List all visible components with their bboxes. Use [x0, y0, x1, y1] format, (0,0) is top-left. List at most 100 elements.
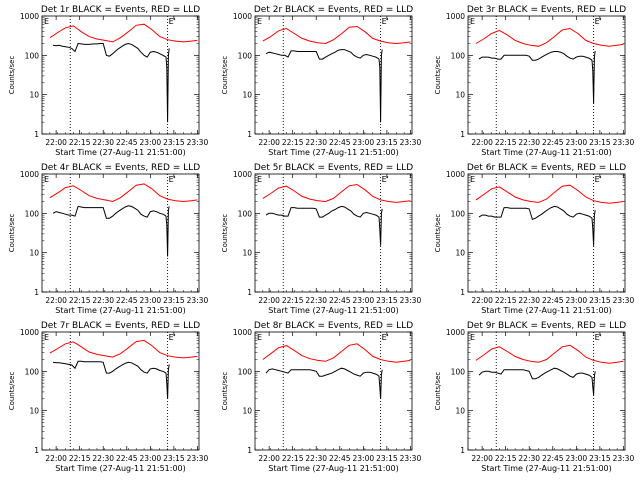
panel-title: Det 3r BLACK = Events, RED = LLD — [467, 5, 626, 15]
y-tick-label: 100 — [238, 209, 253, 218]
x-tick-label: 22:15 — [69, 296, 91, 305]
plot-frame — [41, 173, 200, 293]
y-tick-label: 1000 — [20, 170, 39, 179]
x-tick-label: 22:30 — [305, 454, 327, 463]
x-tick-label: 23:15 — [376, 454, 398, 463]
x-tick-label: 23:00 — [353, 138, 375, 147]
x-tick-label: 23:15 — [589, 454, 611, 463]
x-tick-label: 23:00 — [566, 454, 588, 463]
y-tick-label: 10 — [29, 407, 39, 416]
x-tick-label: 23:15 — [589, 296, 611, 305]
series-line-events — [265, 367, 383, 399]
y-tick-label: 100 — [25, 51, 40, 60]
plot-frame — [41, 15, 200, 135]
series-line-events — [265, 49, 383, 123]
series-line-events — [52, 205, 170, 257]
x-tick-label: 22:15 — [495, 138, 517, 147]
x-tick-label: 23:15 — [163, 296, 185, 305]
x-tick-label: 22:45 — [116, 454, 138, 463]
x-tick-label: 23:30 — [187, 138, 209, 147]
marker-label-e: E — [44, 175, 49, 184]
x-tick-label: 22:00 — [471, 454, 493, 463]
panel-title: Det 8r BLACK = Events, RED = LLD — [254, 321, 413, 331]
x-axis-label: Start Time (27-Aug-11 21:51:00) — [268, 306, 399, 315]
marker-label-e-prime: E' — [382, 175, 389, 184]
marker-label-e-prime: E' — [169, 175, 176, 184]
x-tick-label: 23:30 — [400, 138, 422, 147]
x-tick-label: 22:45 — [329, 454, 351, 463]
y-tick-label: 1 — [460, 446, 465, 455]
y-tick-label: 1 — [34, 446, 39, 455]
x-tick-label: 23:00 — [140, 454, 162, 463]
x-tick-label: 22:30 — [518, 454, 540, 463]
marker-label-e: E — [44, 333, 49, 342]
x-tick-label: 22:45 — [116, 138, 138, 147]
panel-title: Det 7r BLACK = Events, RED = LLD — [41, 321, 200, 331]
x-tick-label: 22:30 — [518, 138, 540, 147]
plot-frame — [254, 15, 413, 135]
y-tick-label: 1 — [34, 130, 39, 139]
y-axis-label: Counts/sec — [434, 214, 442, 253]
marker-label-e-prime: E' — [382, 333, 389, 342]
series-line-events — [478, 367, 596, 396]
x-tick-label: 23:30 — [613, 296, 635, 305]
x-axis-label: Start Time (27-Aug-11 21:51:00) — [55, 306, 186, 315]
y-axis-label: Counts/sec — [221, 56, 229, 95]
y-tick-label: 10 — [455, 407, 465, 416]
x-tick-label: 22:00 — [45, 454, 67, 463]
panel-title: Det 4r BLACK = Events, RED = LLD — [41, 163, 200, 173]
detector-panel-9: Det 9r BLACK = Events, RED = LLD E E' 22:00… — [434, 321, 634, 473]
y-axis-label: Counts/sec — [221, 214, 229, 253]
x-tick-label: 22:30 — [92, 454, 114, 463]
y-tick-label: 1 — [460, 130, 465, 139]
marker-label-e: E — [470, 17, 475, 26]
y-tick-label: 100 — [238, 51, 253, 60]
marker-label-e-prime: E' — [595, 175, 602, 184]
series-line-lld — [475, 184, 624, 204]
plot-frame — [467, 173, 626, 293]
y-axis-label: Counts/sec — [8, 372, 16, 411]
x-tick-label: 22:30 — [305, 138, 327, 147]
plot-frame — [467, 331, 626, 451]
panel-title: Det 5r BLACK = Events, RED = LLD — [254, 163, 413, 173]
series-line-lld — [262, 25, 411, 45]
y-axis-label: Counts/sec — [434, 56, 442, 95]
series-line-events — [478, 205, 596, 246]
detector-panel-3: Det 3r BLACK = Events, RED = LLD E E' 22:00… — [434, 5, 634, 157]
panel-title: Det 6r BLACK = Events, RED = LLD — [467, 163, 626, 173]
x-tick-label: 22:45 — [329, 296, 351, 305]
x-tick-label: 23:30 — [613, 138, 635, 147]
x-tick-label: 23:30 — [400, 296, 422, 305]
marker-label-e-prime: E' — [595, 17, 602, 26]
x-tick-label: 23:00 — [353, 454, 375, 463]
y-tick-label: 10 — [29, 249, 39, 258]
x-tick-label: 23:15 — [163, 454, 185, 463]
x-tick-label: 22:15 — [495, 296, 517, 305]
series-line-lld — [262, 343, 411, 363]
detector-panel-2: Det 2r BLACK = Events, RED = LLD E E' 22:00… — [221, 5, 421, 157]
x-tick-label: 22:15 — [282, 296, 304, 305]
x-tick-label: 22:45 — [542, 296, 564, 305]
x-tick-label: 23:00 — [566, 296, 588, 305]
y-tick-label: 10 — [455, 249, 465, 258]
plot-frame — [254, 173, 413, 293]
series-line-lld — [475, 27, 624, 47]
x-tick-label: 22:00 — [258, 454, 280, 463]
marker-label-e: E — [257, 333, 262, 342]
y-axis-label: Counts/sec — [8, 56, 16, 95]
x-tick-label: 23:30 — [400, 454, 422, 463]
detector-panel-6: Det 6r BLACK = Events, RED = LLD E E' 22:00… — [434, 163, 634, 315]
series-line-events — [478, 50, 596, 104]
x-tick-label: 23:00 — [353, 296, 375, 305]
y-tick-label: 1000 — [446, 12, 465, 21]
marker-label-e: E — [44, 17, 49, 26]
y-tick-label: 1000 — [446, 170, 465, 179]
y-tick-label: 10 — [242, 407, 252, 416]
x-tick-label: 23:00 — [140, 296, 162, 305]
series-line-lld — [49, 339, 198, 359]
y-tick-label: 1000 — [20, 12, 39, 21]
x-tick-label: 22:30 — [518, 296, 540, 305]
x-tick-label: 22:00 — [258, 296, 280, 305]
x-axis-label: Start Time (27-Aug-11 21:51:00) — [55, 464, 186, 473]
x-axis-label: Start Time (27-Aug-11 21:51:00) — [481, 306, 612, 315]
